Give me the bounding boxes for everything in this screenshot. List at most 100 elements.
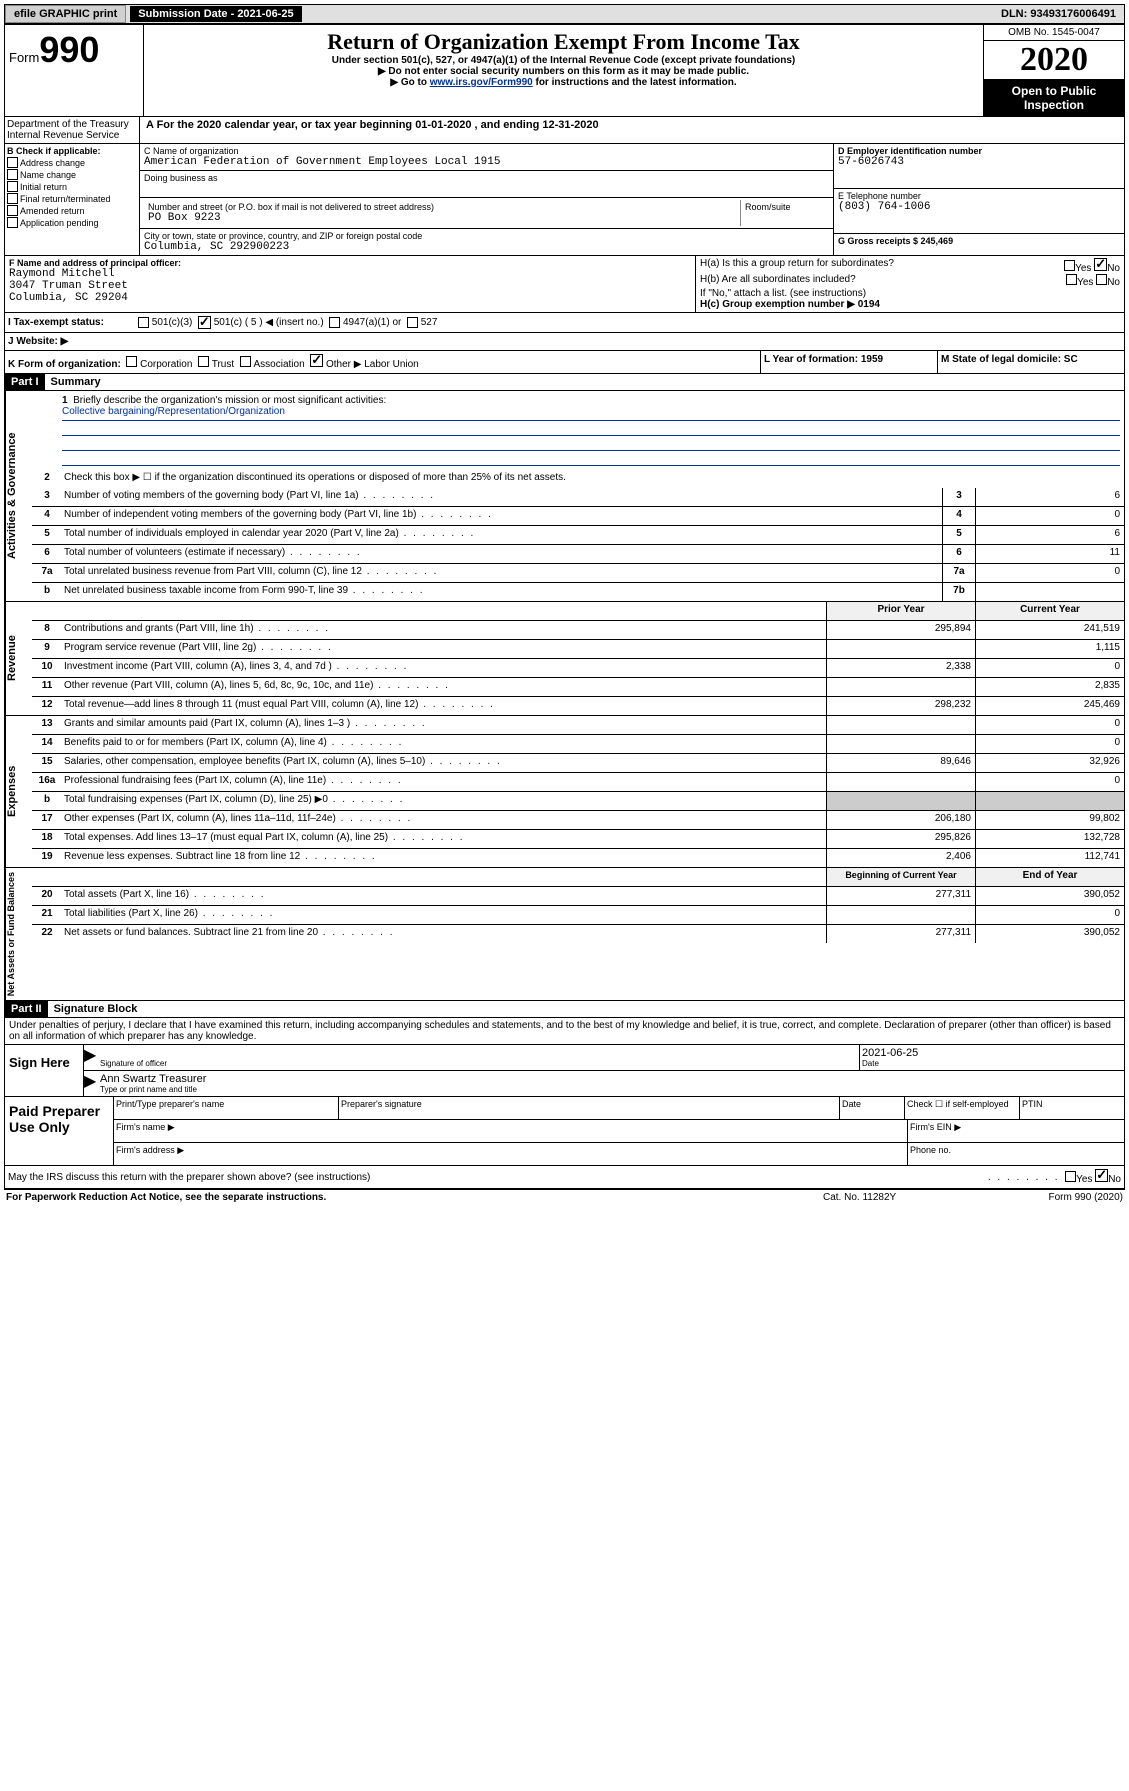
line-9: 9Program service revenue (Part VIII, lin… [32,640,1124,659]
box-c: C Name of organization American Federati… [140,144,833,255]
gross-receipts: G Gross receipts $ 245,469 [838,236,1120,246]
open-public: Open to Public Inspection [984,80,1124,116]
irs-link[interactable]: www.irs.gov/Form990 [430,77,533,88]
sign-here-label: Sign Here [5,1045,84,1096]
line-16a: 16aProfessional fundraising fees (Part I… [32,773,1124,792]
tax-year: 2020 [984,41,1124,80]
omb-number: OMB No. 1545-0047 [984,25,1124,41]
paid-preparer-label: Paid Preparer Use Only [5,1097,114,1165]
city-value: Columbia, SC 292900223 [144,241,829,253]
box-m: M State of legal domicile: SC [937,351,1124,373]
box-b-label: B Check if applicable: [7,146,137,156]
org-name-label: C Name of organization [144,146,829,156]
box-l: L Year of formation: 1959 [760,351,937,373]
summary-expenses: Expenses 13Grants and similar amounts pa… [5,715,1124,867]
cb-amended[interactable]: Amended return [7,205,137,216]
vert-netassets: Net Assets or Fund Balances [5,868,32,1000]
submission-date: Submission Date - 2021-06-25 [130,6,301,22]
footer-mid: Cat. No. 11282Y [823,1192,963,1203]
line-14: 14Benefits paid to or for members (Part … [32,735,1124,754]
cb-4947[interactable] [329,317,340,328]
entity-info-row: B Check if applicable: Address change Na… [5,144,1124,256]
vert-revenue: Revenue [5,602,32,715]
box-b: B Check if applicable: Address change Na… [5,144,140,255]
org-name: American Federation of Government Employ… [144,156,829,168]
phone-label: E Telephone number [838,191,1120,201]
box-j: J Website: ▶ [5,333,1124,351]
form-header: Form990 Return of Organization Exempt Fr… [5,25,1124,117]
line-6: 6Total number of volunteers (estimate if… [32,545,1124,564]
perjury-statement: Under penalties of perjury, I declare th… [5,1018,1124,1045]
cb-name-change[interactable]: Name change [7,169,137,180]
instruction-1: ▶ Do not enter social security numbers o… [148,66,979,77]
box-f: F Name and address of principal officer:… [5,256,696,312]
footer-left: For Paperwork Reduction Act Notice, see … [6,1192,823,1203]
right-info-block: D Employer identification number 57-6026… [833,144,1124,255]
line-b: bNet unrelated business taxable income f… [32,583,1124,601]
officer-group-row: F Name and address of principal officer:… [5,256,1124,313]
cb-application-pending[interactable]: Application pending [7,217,137,228]
mission-value: Collective bargaining/Representation/Org… [62,406,1120,421]
line-5: 5Total number of individuals employed in… [32,526,1124,545]
line-19: 19Revenue less expenses. Subtract line 1… [32,849,1124,867]
discuss-row: May the IRS discuss this return with the… [5,1166,1124,1189]
dln: DLN: 93493176006491 [993,6,1124,22]
box-klm: K Form of organization: Corporation Trus… [5,351,1124,374]
line-2: Check this box ▶ ☐ if the organization d… [62,470,1124,488]
cb-501c[interactable] [198,316,211,329]
cb-501c3[interactable] [138,317,149,328]
efile-button[interactable]: efile GRAPHIC print [5,5,126,23]
title-cell: Return of Organization Exempt From Incom… [144,25,983,116]
ein-label: D Employer identification number [838,146,1120,156]
form-990: Form990 Return of Organization Exempt Fr… [4,24,1125,1190]
line-15: 15Salaries, other compensation, employee… [32,754,1124,773]
dept-row: Department of the Treasury Internal Reve… [5,117,1124,144]
vert-governance: Activities & Governance [5,391,32,601]
form-word: Form [9,50,39,65]
footer-right: Form 990 (2020) [963,1192,1123,1203]
cb-final-return[interactable]: Final return/terminated [7,193,137,204]
part-i-header: Part I Summary [5,374,1124,391]
omb-cell: OMB No. 1545-0047 2020 Open to Public In… [983,25,1124,116]
footer: For Paperwork Reduction Act Notice, see … [4,1190,1125,1205]
phone-value: (803) 764-1006 [838,201,1120,213]
line-8: 8Contributions and grants (Part VIII, li… [32,621,1124,640]
line-3: 3Number of voting members of the governi… [32,488,1124,507]
cb-527[interactable] [407,317,418,328]
cb-address-change[interactable]: Address change [7,157,137,168]
instruction-2: ▶ Go to www.irs.gov/Form990 for instruct… [148,77,979,88]
main-title: Return of Organization Exempt From Incom… [148,29,979,55]
summary-revenue: Revenue Prior Year Current Year 8Contrib… [5,601,1124,715]
line-17: 17Other expenses (Part IX, column (A), l… [32,811,1124,830]
dba-label: Doing business as [144,173,829,183]
line-12: 12Total revenue—add lines 8 through 11 (… [32,697,1124,715]
line-7a: 7aTotal unrelated business revenue from … [32,564,1124,583]
toolbar: efile GRAPHIC print Submission Date - 20… [4,4,1125,24]
paid-preparer-block: Paid Preparer Use Only Print/Type prepar… [5,1097,1124,1166]
line-20: 20Total assets (Part X, line 16)277,3113… [32,887,1124,906]
line-13: 13Grants and similar amounts paid (Part … [32,716,1124,735]
box-h: H(a) Is this a group return for subordin… [696,256,1124,312]
line-10: 10Investment income (Part VIII, column (… [32,659,1124,678]
form-number: 990 [39,29,99,70]
ein-value: 57-6026743 [838,156,1120,168]
cb-initial-return[interactable]: Initial return [7,181,137,192]
line-b: bTotal fundraising expenses (Part IX, co… [32,792,1124,811]
line-22: 22Net assets or fund balances. Subtract … [32,925,1124,943]
line-4: 4Number of independent voting members of… [32,507,1124,526]
vert-expenses: Expenses [5,716,32,867]
sign-here-block: Sign Here ▶ Signature of officer 2021-06… [5,1045,1124,1097]
dept-cell: Department of the Treasury Internal Reve… [5,117,140,143]
line-18: 18Total expenses. Add lines 13–17 (must … [32,830,1124,849]
part-ii-header: Part II Signature Block [5,1000,1124,1018]
room-label: Room/suite [741,200,829,226]
box-k: K Form of organization: Corporation Trus… [5,351,760,373]
city-label: City or town, state or province, country… [144,231,829,241]
addr-value: PO Box 9223 [148,212,736,224]
mission-label: Briefly describe the organization's miss… [73,395,386,406]
summary-netassets: Net Assets or Fund Balances Beginning of… [5,867,1124,1000]
period-cell: A For the 2020 calendar year, or tax yea… [140,117,1124,143]
subtitle: Under section 501(c), 527, or 4947(a)(1)… [148,55,979,66]
line-11: 11Other revenue (Part VIII, column (A), … [32,678,1124,697]
form-id-cell: Form990 [5,25,144,116]
